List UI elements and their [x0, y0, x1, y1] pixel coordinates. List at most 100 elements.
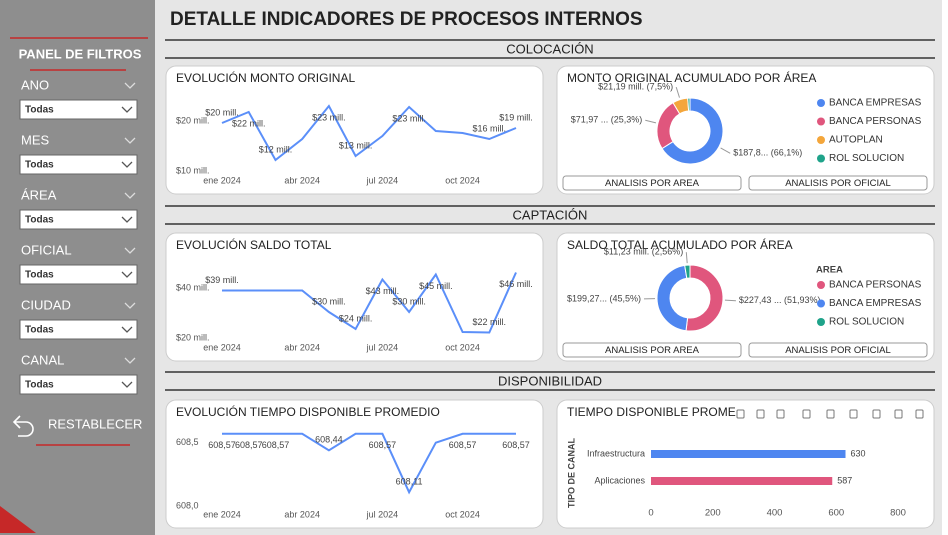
x-tick-label: 800 [890, 508, 906, 519]
data-label: $30 mill. [392, 296, 426, 306]
chevron [124, 302, 136, 309]
toolbar-icon[interactable] [776, 409, 785, 419]
data-label: 608,57 [208, 440, 236, 450]
action-button[interactable] [562, 342, 742, 358]
x-tick-label: 400 [767, 508, 783, 519]
y-tick-label: 608,0 [176, 500, 199, 510]
filter-value: Todas [25, 160, 54, 171]
data-label: $43 mill. [366, 286, 400, 296]
reset-label[interactable]: RESTABLECER [48, 416, 142, 431]
legend-title: AREA [816, 265, 843, 276]
x-tick-label: 600 [828, 508, 844, 519]
x-tick-label: ene 2024 [203, 509, 241, 519]
toolbar-icon[interactable] [872, 409, 881, 419]
sidebar-title: PANEL DE FILTROS [19, 46, 142, 61]
chevron [124, 137, 136, 144]
toolbar-icon[interactable] [736, 409, 745, 419]
data-label: 608,57 [235, 440, 263, 450]
chevron [121, 381, 133, 388]
data-label: $12 mill. [259, 144, 293, 154]
x-tick-label: 200 [705, 508, 721, 519]
filter-label: OFICIAL [21, 242, 72, 257]
legend-swatch [817, 154, 825, 163]
data-label: $20 mill. [205, 107, 239, 117]
x-tick-label: jul 2024 [366, 342, 399, 352]
chevron [121, 271, 133, 278]
x-tick-label: 0 [648, 508, 653, 519]
card [165, 232, 544, 362]
filter-dropdown[interactable] [19, 154, 138, 175]
chevron [124, 247, 136, 254]
x-tick-label: oct 2024 [445, 509, 480, 519]
legend-label: BANCA PERSONAS [829, 280, 922, 291]
data-label: $45 mill. [419, 281, 453, 291]
filter-value: Todas [25, 215, 54, 226]
toolbar-icon[interactable] [915, 409, 924, 419]
pie-slice [685, 264, 724, 332]
toolbar-icon[interactable] [826, 409, 835, 419]
action-button-label[interactable]: ANALISIS POR AREA [605, 345, 700, 356]
x-tick-label: ene 2024 [203, 175, 241, 185]
leader-line [724, 299, 736, 302]
data-label: $23 mill. [312, 112, 346, 122]
section-title: DISPONIBILIDAD [498, 373, 602, 388]
toolbar-icon[interactable] [756, 409, 765, 419]
x-tick-label: oct 2024 [445, 342, 480, 352]
data-label: $187,8... (66,1%) [733, 148, 802, 158]
filter-dropdown[interactable] [19, 374, 138, 395]
x-tick-label: abr 2024 [284, 342, 320, 352]
action-button-label[interactable]: ANALISIS POR AREA [605, 178, 700, 189]
right-edge [942, 0, 948, 535]
bar [651, 477, 833, 485]
pie-slice [684, 264, 691, 279]
legend-swatch [817, 99, 825, 107]
reset-button[interactable] [12, 415, 130, 446]
data-label: $13 mill. [339, 140, 373, 150]
leader-line [645, 119, 657, 124]
data-label: $23 mill. [392, 113, 426, 123]
chart-title: TIEMPO DISPONIBLE PROME [567, 405, 736, 419]
filter-label: MES [21, 132, 50, 147]
data-label: $71,97 ... (25,3%) [571, 115, 643, 125]
line-series [221, 104, 517, 162]
toolbar-icon[interactable] [894, 409, 903, 419]
filter-dropdown[interactable] [19, 264, 138, 285]
card [556, 65, 935, 195]
x-tick-label: abr 2024 [284, 509, 320, 519]
toolbar-icon[interactable] [802, 409, 811, 419]
corner-mark [0, 506, 36, 533]
reset-icon [12, 415, 34, 437]
chart-title: MONTO ORIGINAL ACUMULADO POR ÁREA [567, 70, 816, 85]
x-tick-label: abr 2024 [284, 175, 320, 185]
leader-line [675, 86, 680, 98]
filter-label: CANAL [21, 352, 64, 367]
y-tick-label: $20 mill. [176, 332, 210, 342]
filter-label: ANO [21, 77, 49, 92]
filter-dropdown[interactable] [19, 209, 138, 230]
x-tick-label: oct 2024 [445, 175, 480, 185]
card [165, 399, 544, 529]
data-label: $19 mill. [499, 112, 533, 122]
filter-dropdown[interactable] [19, 99, 138, 120]
action-button-label[interactable]: ANALISIS POR OFICIAL [785, 178, 891, 189]
data-label: 630 [851, 448, 866, 458]
data-label: 608,57 [369, 440, 397, 450]
page-title: DETALLE INDICADORES DE PROCESOS INTERNOS [170, 9, 643, 30]
filter-dropdown[interactable] [19, 319, 138, 340]
action-button[interactable] [748, 342, 928, 358]
legend-label: BANCA PERSONAS [829, 116, 922, 127]
filter-value: Todas [25, 105, 54, 116]
data-label: 608,57 [262, 440, 290, 450]
card [556, 232, 935, 362]
action-button[interactable] [748, 175, 928, 191]
legend-label: BANCA EMPRESAS [829, 98, 922, 109]
action-button-label[interactable]: ANALISIS POR OFICIAL [785, 345, 891, 356]
toolbar-icon[interactable] [849, 409, 858, 419]
data-label: $46 mill. [499, 279, 533, 289]
leader-line [685, 252, 688, 264]
legend-label: BANCA EMPRESAS [829, 298, 922, 309]
action-button[interactable] [562, 175, 742, 191]
filter-value: Todas [25, 270, 54, 281]
line-series [222, 432, 516, 495]
data-label: 608,57 [449, 440, 477, 450]
